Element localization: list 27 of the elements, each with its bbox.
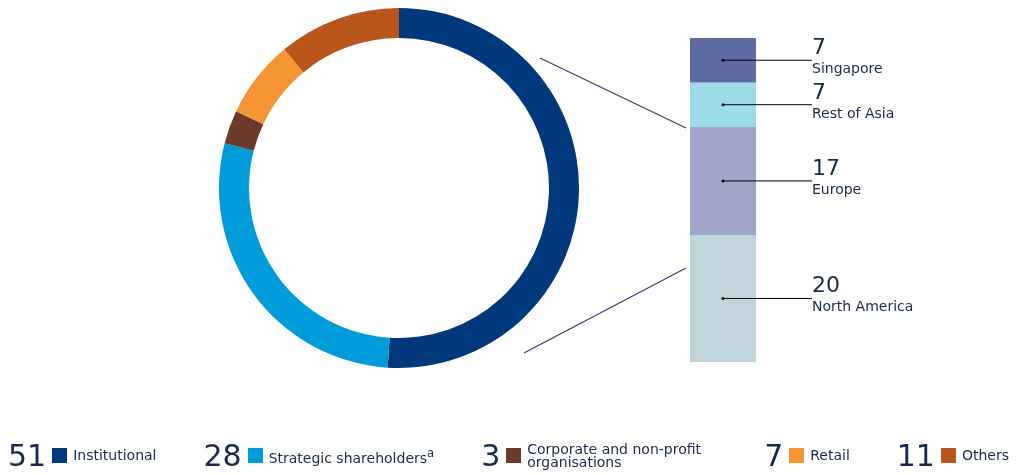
donut-slice: [236, 49, 304, 125]
legend-label: Strategic shareholders$^{a}$: [268, 445, 435, 466]
data-label: 7: [764, 438, 784, 473]
data-label: 20: [812, 272, 840, 298]
bar: [690, 38, 756, 83]
donut-slice: [387, 8, 579, 368]
legend-label: Institutional: [73, 447, 157, 463]
data-label: 7: [812, 34, 826, 60]
donut-slice: [224, 111, 264, 151]
data-label: 51: [8, 438, 47, 473]
text: Singapore: [812, 60, 883, 77]
data-label: 17: [812, 154, 840, 180]
data-label: 28: [203, 438, 242, 473]
data-label: 11: [896, 438, 935, 473]
text: Rest of Asia: [812, 104, 895, 121]
bar: [690, 234, 756, 362]
legend-label: Retail: [810, 447, 850, 463]
data-label: 7: [812, 78, 826, 104]
legend-label: Others: [961, 447, 1009, 463]
text: North America: [812, 298, 914, 315]
data-label: 3: [481, 438, 501, 473]
donut-slice: [284, 8, 399, 73]
donut-slice: [219, 143, 390, 368]
legend-label: Corporate and non-profit organisations: [527, 440, 703, 470]
bar: [690, 82, 756, 127]
bar: [690, 126, 756, 235]
text: Europe: [812, 180, 862, 197]
